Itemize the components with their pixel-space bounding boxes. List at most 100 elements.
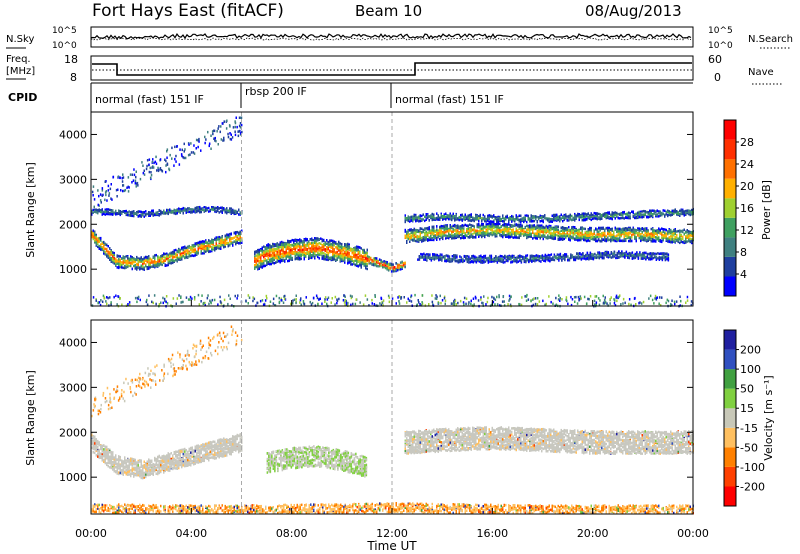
- power-cell: [464, 218, 466, 221]
- power-cell: [590, 218, 592, 222]
- power-cell: [407, 236, 409, 239]
- power-cell: [658, 230, 660, 233]
- power-cell: [118, 263, 120, 266]
- power-cell: [443, 217, 445, 220]
- power-cell: [569, 228, 571, 232]
- power-cell: [565, 217, 567, 220]
- power-cell: [443, 228, 445, 232]
- power-cell: [390, 270, 393, 273]
- power-cell: [347, 259, 349, 263]
- power-cell: [299, 240, 301, 243]
- power-cell: [586, 234, 588, 237]
- power-cell: [661, 231, 663, 234]
- power-cell: [551, 237, 553, 240]
- power-cell: [509, 216, 511, 220]
- power-cell: [565, 235, 567, 238]
- power-cell: [503, 220, 505, 223]
- power-cell: [229, 235, 231, 238]
- power-cell: [574, 216, 576, 220]
- power-cell: [320, 246, 322, 250]
- power-cell: [392, 263, 394, 266]
- radar-title: Fort Hays East (fitACF): [92, 1, 284, 21]
- power-cell: [158, 259, 160, 262]
- power-cell: [264, 251, 266, 254]
- power-cell: [163, 261, 165, 264]
- power-cell: [347, 250, 349, 253]
- power-cell: [363, 258, 365, 261]
- power-cell: [380, 259, 382, 262]
- power-cell: [542, 237, 544, 241]
- power-cell: [354, 248, 356, 251]
- power-cell: [439, 234, 441, 238]
- power-cell: [362, 251, 364, 254]
- power-cell: [263, 249, 265, 253]
- power-cell: [596, 239, 598, 243]
- power-cell: [598, 216, 600, 220]
- power-cell: [530, 228, 532, 231]
- power-cell: [685, 235, 687, 238]
- power-cell: [205, 239, 207, 242]
- power-cell: [323, 245, 325, 248]
- power-cell: [146, 266, 148, 269]
- power-cell: [533, 219, 535, 223]
- power-cell: [538, 216, 540, 219]
- power-cell: [421, 214, 423, 218]
- power-cell: [568, 226, 570, 229]
- power-cell: [677, 212, 679, 216]
- power-cell: [155, 264, 157, 267]
- power-cell: [514, 236, 516, 239]
- power-cell: [568, 215, 570, 218]
- power-cell: [365, 267, 367, 270]
- power-cell: [296, 241, 298, 244]
- power-cell: [419, 230, 421, 234]
- power-cell: [101, 242, 103, 245]
- power-cell: [625, 238, 627, 241]
- power-cell: [518, 218, 520, 222]
- power-cell: [643, 213, 645, 216]
- power-cell: [332, 250, 334, 254]
- power-cell: [575, 228, 577, 232]
- power-cell: [257, 265, 259, 268]
- power-cell: [152, 255, 154, 259]
- power-cell: [378, 258, 381, 261]
- power-cell: [476, 225, 478, 229]
- power-cell: [299, 242, 301, 246]
- power-cell: [202, 245, 204, 248]
- power-cell: [236, 234, 238, 238]
- power-cell: [613, 239, 615, 242]
- power-cell: [440, 234, 442, 237]
- power-cell: [691, 240, 693, 243]
- power-cell: [541, 219, 543, 223]
- power-cell: [647, 229, 649, 232]
- power-cell: [487, 226, 489, 229]
- power-cell: [499, 226, 501, 230]
- power-cell: [536, 215, 538, 219]
- power-cell: [413, 237, 415, 241]
- power-cell: [116, 266, 118, 269]
- power-cell: [302, 248, 304, 251]
- power-cell: [601, 232, 603, 235]
- power-cell: [530, 218, 532, 222]
- power-cell: [318, 253, 320, 257]
- power-cell: [312, 242, 314, 245]
- power-cell: [291, 238, 293, 242]
- power-cell: [481, 227, 483, 230]
- power-cell: [574, 218, 576, 222]
- power-cell: [500, 234, 502, 238]
- power-cell: [267, 243, 269, 246]
- power-cell: [671, 233, 673, 237]
- power-cell: [94, 241, 96, 244]
- power-cell: [487, 219, 489, 222]
- power-cell: [232, 241, 234, 244]
- power-cell: [551, 235, 553, 238]
- power-cell: [416, 239, 418, 242]
- power-cell: [539, 226, 541, 229]
- power-cell: [521, 229, 523, 232]
- power-cell: [457, 234, 459, 237]
- power-cell: [348, 252, 350, 255]
- power-cell: [109, 254, 111, 257]
- power-cell: [288, 248, 290, 251]
- power-cell: [461, 234, 463, 238]
- power-cell: [683, 228, 685, 231]
- power-cell: [599, 239, 601, 243]
